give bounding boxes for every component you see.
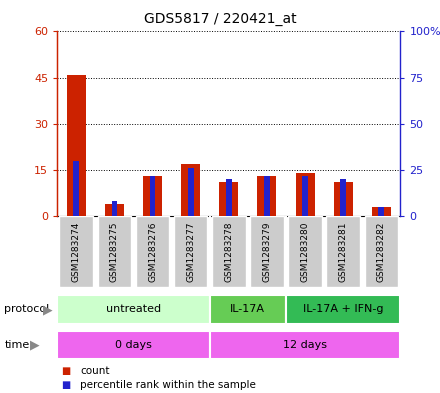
Bar [296, 173, 315, 216]
FancyBboxPatch shape [210, 296, 286, 324]
Text: ■: ■ [62, 380, 71, 390]
FancyBboxPatch shape [57, 331, 210, 359]
Text: untreated: untreated [106, 305, 161, 314]
Text: GSM1283276: GSM1283276 [148, 222, 157, 282]
Bar [112, 201, 117, 216]
Bar [73, 161, 79, 216]
FancyBboxPatch shape [250, 216, 284, 287]
FancyBboxPatch shape [174, 216, 207, 287]
Text: 12 days: 12 days [283, 340, 327, 350]
Text: ▶: ▶ [29, 338, 39, 351]
Bar [143, 176, 162, 216]
Text: GSM1283282: GSM1283282 [377, 222, 386, 282]
FancyBboxPatch shape [288, 216, 322, 287]
Bar [150, 176, 155, 216]
FancyBboxPatch shape [57, 296, 210, 324]
Text: protocol: protocol [4, 305, 50, 314]
Text: IL-17A + IFN-g: IL-17A + IFN-g [303, 305, 383, 314]
FancyBboxPatch shape [98, 216, 131, 287]
Text: IL-17A: IL-17A [231, 305, 265, 314]
Bar [264, 176, 270, 216]
Text: GSM1283281: GSM1283281 [339, 222, 348, 282]
Bar [334, 182, 353, 216]
Bar [226, 179, 232, 216]
Bar [341, 179, 346, 216]
Text: GDS5817 / 220421_at: GDS5817 / 220421_at [144, 12, 296, 26]
Text: GSM1283275: GSM1283275 [110, 222, 119, 282]
Text: time: time [4, 340, 29, 350]
FancyBboxPatch shape [59, 216, 93, 287]
FancyBboxPatch shape [212, 216, 246, 287]
Bar [302, 176, 308, 216]
Text: 0 days: 0 days [115, 340, 152, 350]
Bar [188, 168, 194, 216]
Bar [181, 164, 200, 216]
Bar [378, 207, 384, 216]
FancyBboxPatch shape [326, 216, 360, 287]
Text: GSM1283279: GSM1283279 [262, 222, 271, 282]
FancyBboxPatch shape [136, 216, 169, 287]
Bar [105, 204, 124, 216]
Text: percentile rank within the sample: percentile rank within the sample [80, 380, 256, 390]
Text: GSM1283278: GSM1283278 [224, 222, 233, 282]
Text: GSM1283274: GSM1283274 [72, 222, 81, 282]
Text: count: count [80, 366, 110, 376]
Bar [257, 176, 276, 216]
Text: ▶: ▶ [43, 303, 52, 316]
Text: GSM1283277: GSM1283277 [186, 222, 195, 282]
FancyBboxPatch shape [365, 216, 398, 287]
Bar [372, 207, 391, 216]
FancyBboxPatch shape [210, 331, 400, 359]
FancyBboxPatch shape [286, 296, 400, 324]
Text: ■: ■ [62, 366, 71, 376]
Bar [219, 182, 238, 216]
Text: GSM1283280: GSM1283280 [301, 222, 310, 282]
Bar [67, 75, 86, 216]
